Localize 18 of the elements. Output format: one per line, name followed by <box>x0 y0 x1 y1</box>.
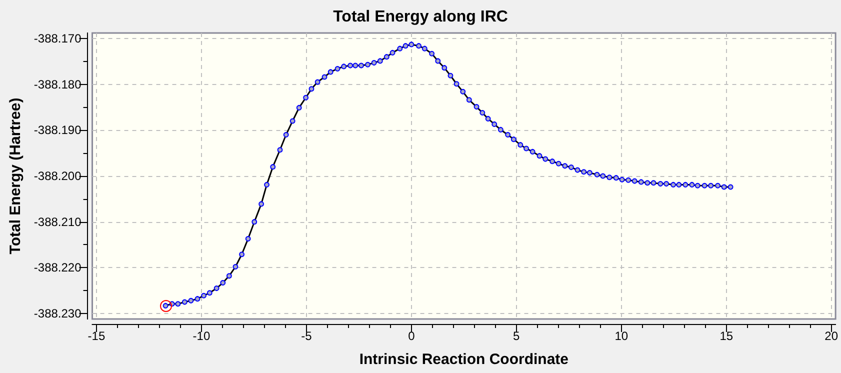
chart-title: Total Energy along IRC <box>333 8 508 26</box>
y-tick-label: -388.180 <box>34 77 82 92</box>
x-tick-label: -5 <box>301 329 312 343</box>
y-tick-label: -388.210 <box>34 214 82 229</box>
y-tick-label: -388.170 <box>34 32 82 46</box>
y-tick-label: -388.190 <box>34 123 82 138</box>
y-tick-label: -388.200 <box>34 169 82 183</box>
y-tick-label: -388.230 <box>34 306 82 320</box>
x-tick-label: 15 <box>720 329 734 343</box>
x-tick-label: 20 <box>824 329 838 343</box>
y-tick-label: -388.220 <box>34 260 82 275</box>
x-tick-label: -10 <box>192 329 210 343</box>
x-tick-label: 0 <box>408 329 416 343</box>
x-axis-title: Intrinsic Reaction Coordinate <box>359 351 569 368</box>
y-axis-title: Total Energy (Hartree) <box>7 98 24 254</box>
x-tick-label: 10 <box>614 329 628 343</box>
x-tick-label: -15 <box>88 329 106 343</box>
x-tick-label: 5 <box>513 329 520 343</box>
